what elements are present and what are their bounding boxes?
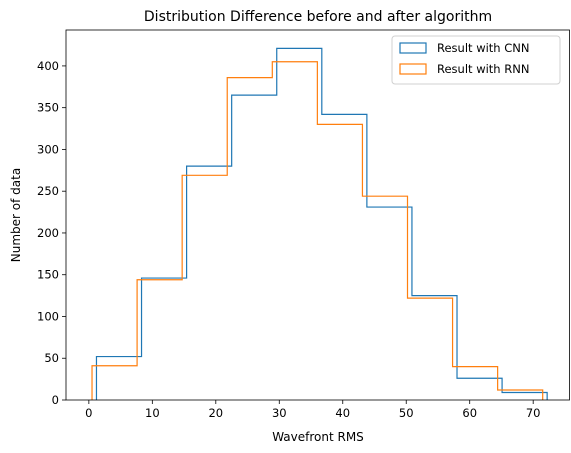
legend-swatch: [399, 63, 427, 75]
y-tick-label: 50: [44, 351, 59, 365]
y-tick-label: 350: [37, 101, 59, 115]
legend-label: Result with RNN: [437, 62, 529, 76]
y-tick-label: 200: [37, 226, 59, 240]
y-axis-label: Number of data: [9, 168, 23, 262]
histogram-series-1: [95, 47, 548, 400]
x-tick-label: 60: [462, 406, 477, 420]
plot-area: 0 10 20 30 40 50 60 70 0 50 100 150 200 250 300 350 400: [37, 29, 570, 420]
y-tick-label: 100: [37, 309, 59, 323]
x-axis-label: Wavefront RMS: [272, 430, 364, 444]
y-tick-label: 400: [37, 59, 59, 73]
x-tick-label: 0: [85, 406, 92, 420]
x-tick-label: 30: [272, 406, 287, 420]
histogram-series-2: [91, 61, 544, 400]
legend-box: [391, 35, 561, 85]
legend-swatch: [399, 42, 427, 54]
legend: Result with CNN Result with RNN: [391, 35, 561, 85]
x-tick-label: 20: [208, 406, 223, 420]
y-tick-label: 250: [37, 184, 59, 198]
x-tick-label: 50: [399, 406, 414, 420]
y-tick-label: 150: [37, 268, 59, 282]
x-tick-label: 70: [526, 406, 541, 420]
x-tick-label: 10: [145, 406, 160, 420]
y-tick-label: 300: [37, 142, 59, 156]
y-tick-label: 0: [52, 393, 59, 407]
chart-title: Distribution Difference before and after…: [144, 9, 492, 25]
legend-label: Result with CNN: [437, 41, 529, 55]
x-tick-label: 40: [335, 406, 350, 420]
axes-frame: [65, 29, 570, 401]
